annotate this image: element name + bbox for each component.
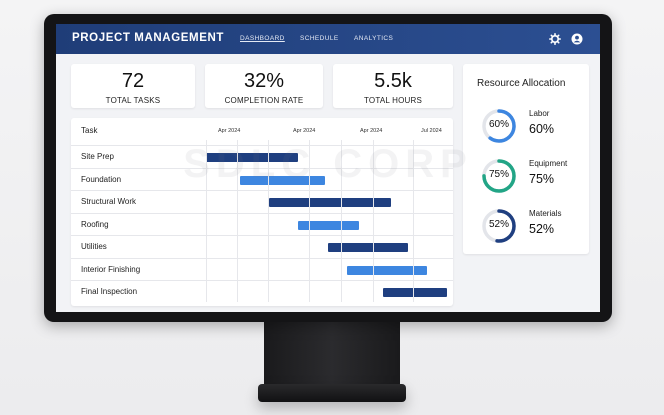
monitor-stand-base — [258, 384, 406, 402]
nav-schedule[interactable]: SCHEDULE — [300, 35, 339, 42]
stat-card-total-hours: 5.5k TOTAL HOURS — [333, 64, 453, 108]
resource-ring: 60% — [479, 106, 519, 146]
gantt-chart: Task Apr 2024 Apr 2024 Apr 2024 Jul 2024… — [71, 118, 453, 306]
task-label: Interior Finishing — [81, 264, 141, 274]
resource-percent: 52% — [529, 222, 555, 236]
gear-icon[interactable] — [548, 32, 562, 46]
gantt-grid-line — [268, 140, 269, 302]
stat-label: TOTAL HOURS — [363, 96, 423, 105]
timeline-label: Apr 2024 — [360, 128, 383, 134]
task-label: Roofing — [81, 219, 109, 229]
gantt-row-divider — [71, 257, 453, 259]
gantt-row-divider — [71, 212, 453, 214]
gantt-grid-line — [206, 140, 207, 302]
gantt-bar[interactable] — [346, 265, 428, 275]
resource-name: Equipment — [529, 159, 568, 168]
gantt-bar[interactable] — [206, 153, 299, 162]
gantt-grid-line — [341, 140, 342, 302]
resource-ring: 52% — [479, 206, 519, 246]
gantt-row-divider — [71, 167, 453, 169]
stat-card-completion-rate: 32% COMPLETION RATE — [205, 64, 323, 108]
resource-allocation-card: Resource Allocation 60% Labor 60% 75% Equipm… — [463, 64, 589, 254]
ring-label: 60% — [488, 119, 509, 130]
stat-value: 32% — [243, 70, 285, 92]
task-label: Site Prep — [81, 152, 114, 161]
gantt-bar[interactable] — [269, 198, 391, 207]
gantt-bar[interactable] — [240, 175, 326, 185]
monitor-bezel: PROJECT MANAGEMENT DASHBOARD SCHEDULE AN… — [44, 14, 612, 322]
gantt-row-divider — [71, 145, 453, 146]
gantt-grid-line — [309, 140, 310, 302]
gantt-bar[interactable] — [383, 288, 447, 297]
dashboard-screen: PROJECT MANAGEMENT DASHBOARD SCHEDULE AN… — [56, 24, 600, 312]
stat-label: COMPLETION RATE — [224, 96, 304, 105]
gantt-grid-line — [413, 140, 414, 302]
gantt-bar[interactable] — [298, 220, 360, 230]
task-label: Utilities — [81, 242, 107, 251]
app-title: PROJECT MANAGEMENT — [72, 32, 225, 44]
monitor-stand-neck — [264, 318, 400, 390]
gantt-row-divider — [71, 190, 453, 191]
gantt-grid-line — [237, 140, 238, 302]
gantt-row-divider — [71, 235, 453, 236]
user-icon[interactable] — [570, 32, 584, 46]
stat-card-total-tasks: 72 TOTAL TASKS — [71, 64, 195, 108]
gantt-row-divider — [71, 280, 453, 281]
timeline-label: Apr 2024 — [293, 128, 316, 134]
top-navbar: PROJECT MANAGEMENT DASHBOARD SCHEDULE AN… — [56, 24, 600, 54]
stat-value: 72 — [121, 70, 145, 92]
task-column-title: Task — [81, 126, 98, 135]
nav-analytics[interactable]: ANALYTICS — [354, 35, 394, 42]
resource-percent: 60% — [529, 122, 555, 136]
stat-value: 5.5k — [374, 70, 412, 92]
gantt-bar[interactable] — [327, 243, 408, 252]
timeline-label: Apr 2024 — [218, 128, 241, 134]
gantt-grid-line — [373, 140, 374, 302]
ring-label: 75% — [488, 169, 509, 180]
ring-label: 52% — [488, 219, 509, 230]
nav-dashboard[interactable]: DASHBOARD — [240, 35, 285, 42]
resource-ring: 75% — [479, 156, 519, 196]
resource-name: Materials — [529, 209, 562, 218]
resource-title: Resource Allocation — [477, 78, 566, 89]
resource-percent: 75% — [529, 172, 555, 186]
task-label: Foundation — [81, 174, 122, 184]
stat-label: TOTAL TASKS — [105, 96, 161, 105]
timeline-label: Jul 2024 — [421, 128, 442, 134]
task-label: Structural Work — [81, 197, 136, 206]
task-label: Final Inspection — [81, 287, 138, 296]
resource-name: Labor — [529, 109, 550, 118]
